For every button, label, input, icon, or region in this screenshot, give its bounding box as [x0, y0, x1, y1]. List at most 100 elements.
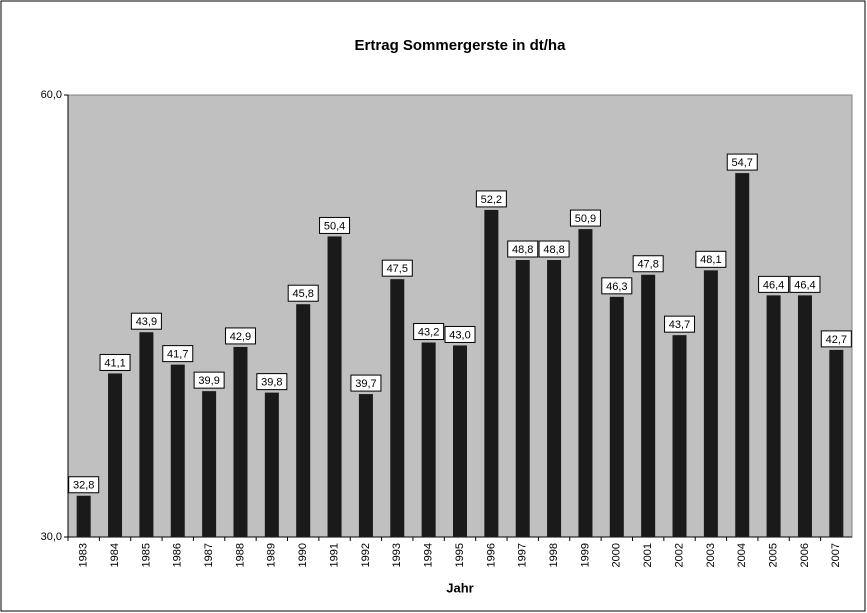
value-label-box: [319, 216, 351, 234]
bar: [547, 260, 562, 537]
bar: [672, 335, 687, 537]
value-label: 54,7: [732, 157, 753, 169]
y-tick-label: 30,0: [41, 531, 62, 543]
x-tick-label: 2005: [768, 543, 780, 567]
x-tick-label: 1999: [579, 543, 591, 567]
bar: [108, 373, 123, 537]
bar: [735, 173, 750, 537]
bar: [264, 392, 279, 537]
y-tick-label: 60,0: [41, 89, 62, 101]
value-label: 48,8: [543, 244, 564, 256]
bar: [76, 495, 91, 537]
value-label: 32,8: [73, 480, 94, 492]
value-label: 43,0: [449, 329, 470, 341]
bar: [484, 209, 499, 538]
bar: [703, 270, 718, 537]
value-label-box: [130, 312, 162, 330]
bar: [358, 394, 373, 537]
x-tick-label: 1994: [423, 543, 435, 567]
value-label: 46,4: [794, 279, 815, 291]
value-label-box: [695, 250, 727, 268]
bar: [609, 296, 624, 537]
x-tick-label: 1992: [360, 543, 372, 567]
bar: [202, 391, 217, 537]
value-label-box: [538, 240, 570, 258]
value-label: 39,8: [261, 377, 282, 389]
value-label-box: [507, 240, 539, 258]
x-tick-label: 1986: [172, 543, 184, 567]
value-label: 47,8: [637, 259, 658, 271]
value-label-box: [256, 373, 288, 391]
x-tick-label: 1984: [109, 543, 121, 567]
chart-title: Ertrag Sommergerste in dt/ha: [355, 37, 567, 54]
x-tick-label: 1998: [548, 543, 560, 567]
bar: [766, 295, 781, 537]
value-label: 45,8: [292, 288, 313, 300]
bar: [829, 349, 844, 537]
value-label-box: [287, 284, 319, 302]
bar: [390, 279, 405, 537]
value-label: 48,1: [700, 254, 721, 266]
bar: [327, 236, 342, 537]
value-label: 41,7: [167, 349, 188, 361]
x-tick-label: 1991: [328, 543, 340, 567]
value-label: 48,8: [512, 244, 533, 256]
x-tick-label: 2000: [611, 543, 623, 567]
value-label-box: [664, 315, 696, 333]
value-label-box: [758, 275, 790, 293]
bar: [578, 229, 593, 537]
value-label: 39,7: [355, 378, 376, 390]
x-tick-label: 1996: [485, 543, 497, 567]
bar: [296, 304, 311, 537]
x-tick-label: 1997: [517, 543, 529, 567]
x-tick-label: 2006: [799, 543, 811, 567]
value-label-box: [789, 275, 821, 293]
bar: [421, 342, 436, 537]
x-tick-label: 1989: [266, 543, 278, 567]
value-label-box: [601, 277, 633, 295]
bar: [515, 260, 530, 537]
value-label-box: [569, 209, 601, 227]
value-label: 43,9: [136, 316, 157, 328]
value-label-box: [820, 330, 852, 348]
x-tick-label: 1988: [234, 543, 246, 567]
value-label: 47,5: [387, 263, 408, 275]
value-label-box: [99, 353, 131, 371]
value-label-box: [162, 345, 194, 363]
x-tick-label: 2004: [736, 543, 748, 567]
x-tick-label: 1987: [203, 543, 215, 567]
x-tick-label: 1983: [78, 543, 90, 567]
x-tick-label: 1995: [454, 543, 466, 567]
x-tick-label: 1985: [140, 543, 152, 567]
x-axis-label: Jahr: [446, 580, 473, 595]
value-label-box: [726, 153, 758, 171]
value-label: 39,9: [198, 375, 219, 387]
value-label-box: [413, 323, 445, 341]
value-label-box: [632, 255, 664, 273]
x-tick-label: 1990: [297, 543, 309, 567]
value-label: 43,2: [418, 326, 439, 338]
bar: [641, 274, 656, 537]
value-label-box: [475, 190, 507, 208]
x-tick-label: 1993: [391, 543, 403, 567]
value-label: 43,7: [669, 319, 690, 331]
bar: [170, 364, 185, 537]
value-label: 52,2: [481, 194, 502, 206]
value-label: 46,3: [606, 281, 627, 293]
value-label-box: [444, 325, 476, 343]
value-label: 46,4: [763, 279, 784, 291]
value-label: 42,9: [230, 331, 251, 343]
value-label: 50,9: [575, 213, 596, 225]
x-tick-label: 2003: [705, 543, 717, 567]
bar: [139, 332, 154, 537]
bar: [233, 346, 248, 537]
x-tick-label: 2001: [642, 543, 654, 567]
value-label-box: [224, 327, 256, 345]
bar: [797, 295, 812, 537]
value-label-box: [68, 476, 100, 494]
x-tick-label: 2002: [673, 543, 685, 567]
value-label: 50,4: [324, 220, 345, 232]
x-tick-label: 2007: [830, 543, 842, 567]
value-label-box: [350, 374, 382, 392]
